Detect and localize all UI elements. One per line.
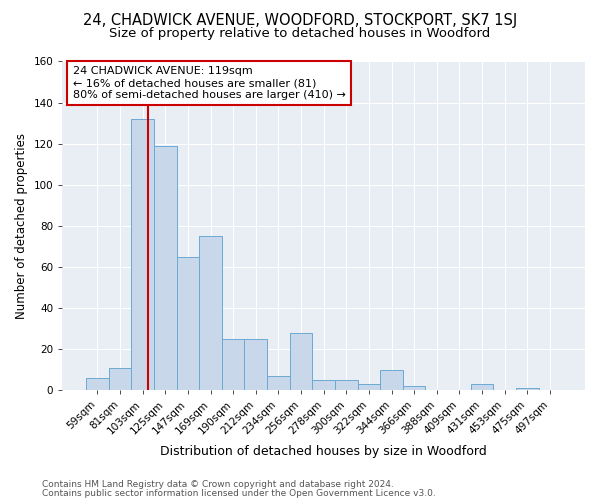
Bar bbox=[244, 339, 267, 390]
Bar bbox=[267, 376, 290, 390]
X-axis label: Distribution of detached houses by size in Woodford: Distribution of detached houses by size … bbox=[160, 444, 487, 458]
Bar bbox=[380, 370, 403, 390]
Text: 24 CHADWICK AVENUE: 119sqm
← 16% of detached houses are smaller (81)
80% of semi: 24 CHADWICK AVENUE: 119sqm ← 16% of deta… bbox=[73, 66, 346, 100]
Bar bbox=[403, 386, 425, 390]
Bar bbox=[358, 384, 380, 390]
Bar bbox=[516, 388, 539, 390]
Text: Contains public sector information licensed under the Open Government Licence v3: Contains public sector information licen… bbox=[42, 488, 436, 498]
Y-axis label: Number of detached properties: Number of detached properties bbox=[15, 133, 28, 319]
Bar bbox=[222, 339, 244, 390]
Bar bbox=[109, 368, 131, 390]
Bar bbox=[176, 256, 199, 390]
Bar bbox=[131, 119, 154, 390]
Bar bbox=[290, 332, 313, 390]
Text: Contains HM Land Registry data © Crown copyright and database right 2024.: Contains HM Land Registry data © Crown c… bbox=[42, 480, 394, 489]
Text: Size of property relative to detached houses in Woodford: Size of property relative to detached ho… bbox=[109, 28, 491, 40]
Bar bbox=[313, 380, 335, 390]
Bar bbox=[86, 378, 109, 390]
Bar bbox=[471, 384, 493, 390]
Bar bbox=[154, 146, 176, 390]
Text: 24, CHADWICK AVENUE, WOODFORD, STOCKPORT, SK7 1SJ: 24, CHADWICK AVENUE, WOODFORD, STOCKPORT… bbox=[83, 12, 517, 28]
Bar bbox=[199, 236, 222, 390]
Bar bbox=[335, 380, 358, 390]
